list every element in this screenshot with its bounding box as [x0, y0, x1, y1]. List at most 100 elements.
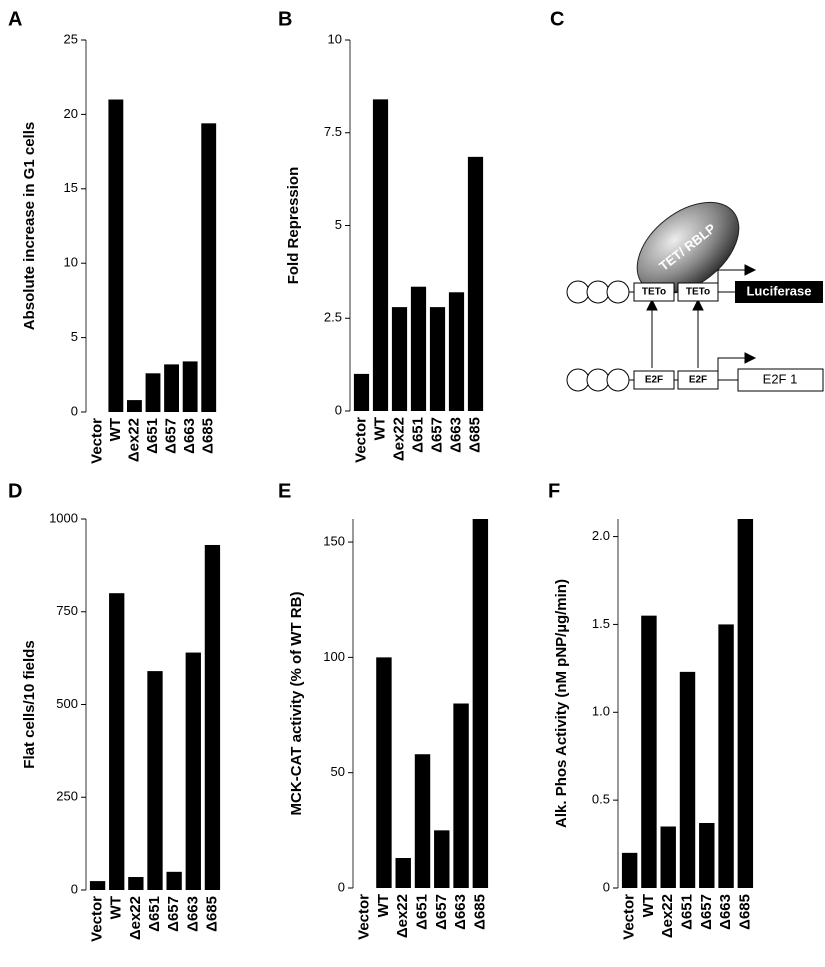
x-tick-label: Δ685 — [471, 894, 488, 930]
y-tick-label: 15 — [64, 180, 78, 195]
bar — [641, 616, 656, 888]
x-tick-label: Δ651 — [146, 896, 163, 932]
x-tick-label: Δex22 — [127, 896, 144, 940]
x-tick-label: Δ685 — [466, 417, 483, 453]
bar — [396, 858, 411, 888]
y-tick-label: 1.5 — [592, 616, 610, 631]
y-tick-label: 1.0 — [592, 704, 610, 719]
x-tick-label: Δex22 — [390, 417, 407, 461]
x-tick-label: Δ685 — [736, 894, 753, 930]
y-tick-label: 7.5 — [324, 124, 342, 139]
x-tick-label: WT — [108, 896, 125, 919]
diagram: C TET/ RBLP TETo TETo Luciferase E2F E2F… — [550, 8, 823, 391]
x-tick-label: Vector — [621, 894, 638, 940]
x-tick-label: Δ685 — [200, 418, 217, 454]
y-tick-label: 10 — [64, 255, 78, 270]
y-tick-label: 1000 — [49, 510, 78, 525]
x-tick-label: Δ663 — [717, 894, 734, 930]
x-tick-label: Vector — [88, 418, 105, 464]
y-tick-label: 2.5 — [324, 310, 342, 325]
bar — [354, 374, 369, 411]
y-tick-label: 0 — [335, 402, 342, 417]
bar — [434, 830, 449, 888]
x-tick-label: Δ663 — [452, 894, 469, 930]
x-tick-label: Δ663 — [181, 418, 198, 454]
y-tick-label: 10 — [328, 31, 342, 46]
bar — [680, 672, 695, 888]
x-tick-label: Δex22 — [659, 894, 676, 938]
x-tick-label: WT — [640, 894, 657, 917]
bar — [373, 99, 388, 411]
box-label: TETo — [686, 287, 710, 298]
bar — [468, 157, 483, 411]
x-tick-label: Δex22 — [125, 418, 142, 462]
bar — [205, 545, 220, 890]
y-tick-label: 0 — [603, 879, 610, 894]
x-tick-label: WT — [375, 894, 392, 917]
x-tick-label: Δ657 — [698, 894, 715, 930]
y-tick-label: 750 — [56, 603, 78, 618]
y-axis-title: Flat cells/10 fields — [21, 640, 38, 768]
y-tick-label: 500 — [56, 696, 78, 711]
x-tick-label: Δ651 — [144, 418, 161, 454]
y-tick-label: 150 — [323, 534, 345, 549]
y-tick-label: 0 — [71, 403, 78, 418]
bar — [183, 361, 198, 412]
bar — [699, 823, 714, 888]
bar — [146, 373, 161, 412]
bar — [109, 593, 124, 890]
bar — [127, 400, 142, 412]
x-tick-label: Δ657 — [165, 896, 182, 932]
bar — [411, 287, 426, 411]
y-tick-label: 5 — [71, 329, 78, 344]
y-axis-title: MCK-CAT activity (% of WT RB) — [288, 592, 305, 816]
x-tick-label: Δ663 — [447, 417, 464, 453]
bar — [166, 872, 181, 890]
y-tick-label: 0 — [338, 879, 345, 894]
bar — [201, 123, 216, 412]
bar — [186, 653, 201, 890]
y-tick-label: 250 — [56, 789, 78, 804]
bar — [90, 881, 105, 890]
x-tick-label: Δ651 — [409, 417, 426, 453]
x-tick-label: Δ651 — [678, 894, 695, 930]
panel-label: B — [278, 8, 292, 30]
bar — [449, 292, 464, 411]
y-tick-label: 50 — [331, 764, 345, 779]
y-tick-label: 100 — [323, 649, 345, 664]
figure: C TET/ RBLP TETo TETo Luciferase E2F E2F… — [0, 0, 825, 962]
box-label: TETo — [642, 287, 666, 298]
y-tick-label: 0.5 — [592, 792, 610, 807]
x-tick-label: Δ663 — [184, 896, 201, 932]
bar — [738, 519, 753, 888]
page: C TET/ RBLP TETo TETo Luciferase E2F E2F… — [0, 0, 825, 967]
x-tick-label: Δ685 — [203, 896, 220, 932]
x-tick-label: Δ657 — [428, 417, 445, 453]
bar — [718, 624, 733, 888]
nucleosomes — [567, 281, 629, 391]
bar — [430, 307, 445, 411]
y-axis-title: Absolute increase in G1 cells — [21, 122, 38, 330]
y-axis-title: Alk. Phos Activity (nM pNP/µg/min) — [553, 579, 570, 828]
bar — [376, 657, 391, 888]
bar — [108, 100, 123, 412]
x-tick-label: Δ651 — [413, 894, 430, 930]
x-tick-label: WT — [371, 417, 388, 440]
box-label: E2F — [689, 375, 707, 386]
bar — [415, 754, 430, 888]
bar — [392, 307, 407, 411]
panel-label: E — [278, 480, 291, 502]
y-tick-label: 25 — [64, 31, 78, 46]
box-label: E2F — [645, 375, 663, 386]
box-label: E2F 1 — [763, 371, 798, 386]
x-tick-label: Δ657 — [433, 894, 450, 930]
y-axis-title: Fold Repression — [285, 167, 302, 285]
x-tick-label: Vector — [89, 896, 106, 942]
bar — [661, 827, 676, 889]
x-tick-label: Δ657 — [163, 418, 180, 454]
panel-label: A — [8, 8, 22, 30]
panel-label: C — [550, 8, 564, 30]
y-tick-label: 5 — [335, 217, 342, 232]
bar — [622, 853, 637, 888]
y-tick-label: 20 — [64, 106, 78, 121]
